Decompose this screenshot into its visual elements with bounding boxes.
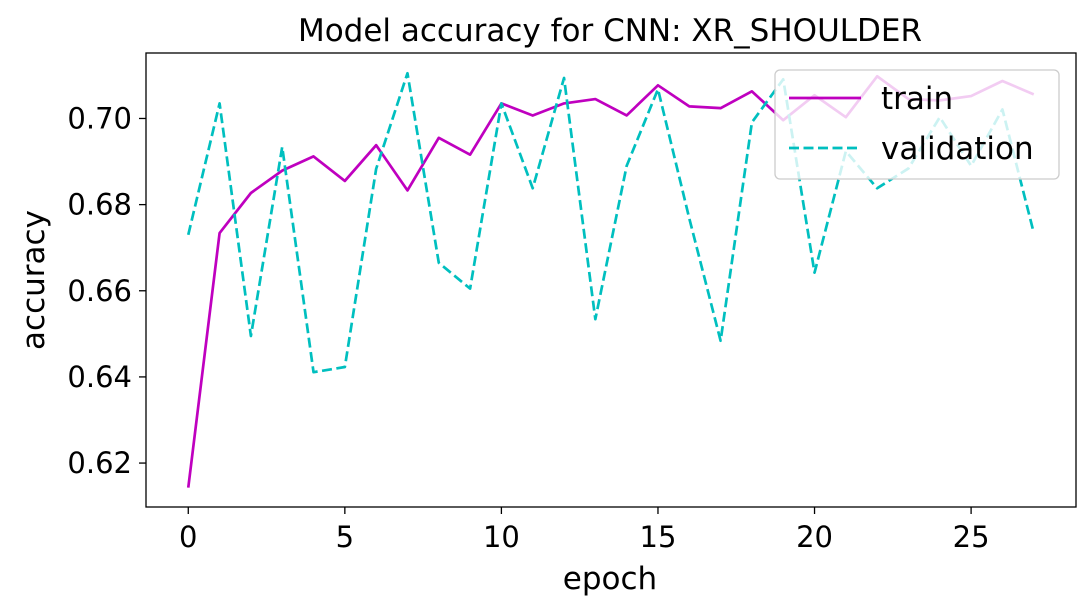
y-tick-label: 0.68 (67, 188, 132, 222)
y-tick-label: 0.62 (67, 446, 132, 480)
x-tick-label: 0 (179, 520, 197, 554)
y-tick-label: 0.64 (67, 360, 132, 394)
y-tick-label: 0.70 (67, 101, 132, 135)
y-tick-label: 0.66 (67, 274, 132, 308)
x-tick-label: 25 (953, 520, 990, 554)
legend-label-train: train (881, 81, 953, 117)
x-axis-label: epoch (563, 561, 657, 597)
chart-title: Model accuracy for CNN: XR_SHOULDER (298, 13, 922, 49)
x-tick-label: 15 (640, 520, 677, 554)
plot-frame (145, 52, 1077, 508)
legend: train validation (774, 69, 1060, 180)
x-tick-label: 20 (796, 520, 833, 554)
legend-label-validation: validation (881, 131, 1034, 167)
x-tick-label: 10 (483, 520, 520, 554)
axis-ticks: 0 5 10 15 20 25 0.62 0.64 0.66 0.68 0.70 (67, 101, 989, 554)
x-tick-label: 5 (336, 520, 354, 554)
y-axis-label: accuracy (16, 210, 52, 350)
